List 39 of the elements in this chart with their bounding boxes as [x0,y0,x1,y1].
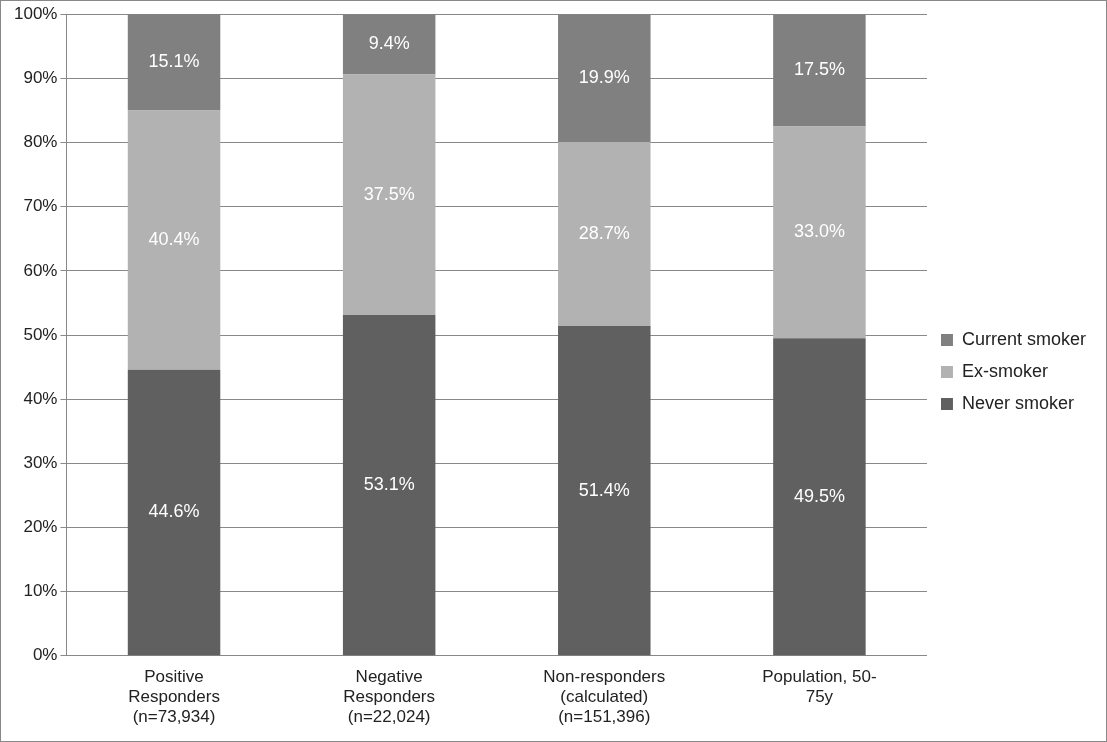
data-label: 37.5% [363,183,415,204]
bar [127,110,221,370]
y-tick-label: 70% [23,196,58,216]
x-tick-label: Negative Responders (n=22,024) [343,666,435,727]
data-label: 19.9% [578,67,630,88]
y-tick-label: 30% [23,453,58,473]
x-tick-label: Population, 50-75y [762,666,877,707]
y-tick-label: 40% [23,388,58,408]
y-tick-label: 60% [23,260,58,280]
bar [773,338,866,656]
y-tick-label: 0% [32,645,58,665]
y-tick-label: 90% [23,68,58,88]
bar [558,141,651,327]
x-tick-label: Positive Responders (n=73,934) [128,666,220,727]
y-tick-label: 20% [23,517,58,537]
data-label: 53.1% [363,474,415,495]
bar [342,14,436,75]
y-tick-label: 100% [14,3,58,23]
data-label: 33.0% [793,221,845,242]
bar [127,369,221,656]
data-label: 40.4% [148,229,200,250]
legend-label: Current smoker [961,328,1087,349]
data-label: 51.4% [578,479,630,500]
y-tick-label: 50% [23,324,58,344]
legend-label: Ex-smoker [961,360,1048,381]
data-label: 44.6% [148,501,200,522]
legend-label: Never smoker [961,392,1074,413]
bar [773,126,866,339]
data-label: 15.1% [148,50,200,71]
bar [558,326,651,656]
data-label: 49.5% [793,485,845,506]
data-label: 17.5% [793,59,845,80]
y-tick-label: 80% [23,132,58,152]
data-label: 9.4% [368,33,410,54]
bar [342,315,436,656]
bar [342,74,436,316]
y-tick-label: 10% [23,581,58,601]
x-tick-label: Non-responders (calculated) (n=151,396) [543,666,666,727]
data-label: 28.7% [578,222,630,243]
